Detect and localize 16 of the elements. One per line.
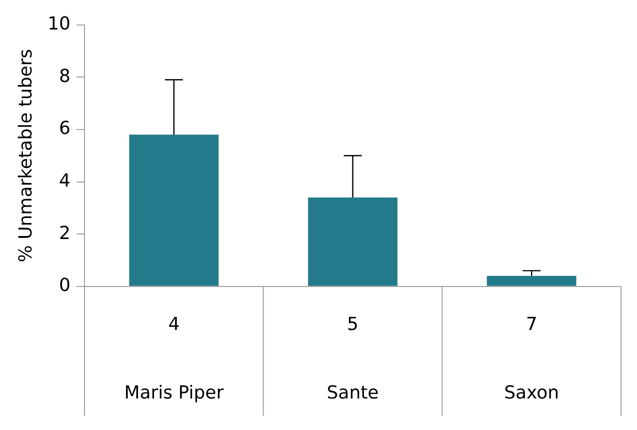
y-tick-label: 6 [59, 118, 71, 140]
y-axis-title: % Unmarketable tubers [15, 48, 36, 262]
y-tick-label: 0 [59, 275, 71, 296]
bar [129, 134, 219, 286]
x-tick-label: 4 [168, 314, 180, 335]
text: Maris Piper [124, 382, 224, 404]
text: Sante [326, 382, 379, 404]
x-tick-label: 5 [347, 314, 358, 335]
y-tick-label: 2 [59, 222, 71, 244]
x-tick-label: 7 [526, 314, 538, 335]
bar [486, 276, 576, 286]
y-tick-label: 8 [59, 66, 71, 87]
text: Saxon [504, 382, 560, 404]
y-tick-label: 4 [59, 170, 71, 192]
bar [308, 197, 398, 286]
y-tick-label: 10 [48, 13, 71, 34]
